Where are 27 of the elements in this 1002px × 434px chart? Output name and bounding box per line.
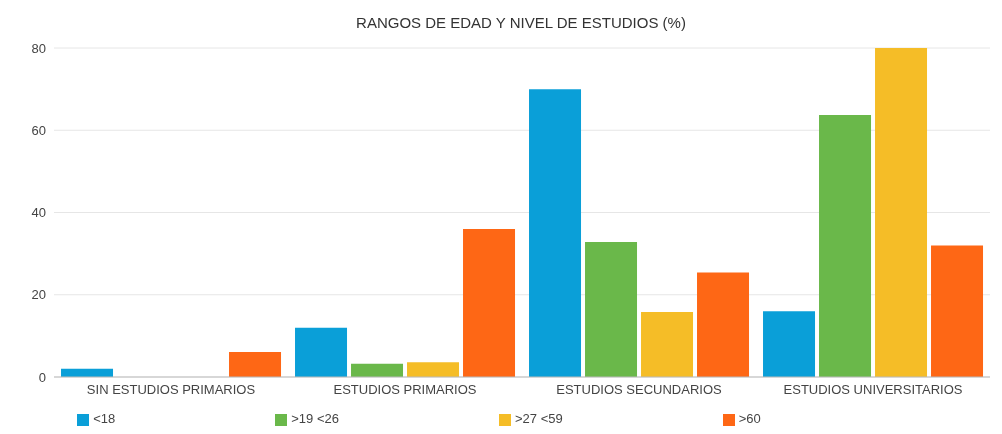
bar [351, 363, 404, 377]
bar [697, 272, 750, 377]
x-tick-label: ESTUDIOS PRIMARIOS [333, 382, 477, 398]
legend-label: >60 [738, 411, 761, 426]
y-tick-label: 60 [31, 122, 46, 138]
y-tick-label: 20 [31, 287, 46, 303]
chart-title: RANGOS DE EDAD Y NIVEL DE ESTUDIOS (%) [355, 13, 687, 33]
bar [407, 362, 460, 377]
bar [763, 311, 816, 377]
bar [295, 327, 348, 377]
x-tick-label: SIN ESTUDIOS PRIMARIOS [86, 382, 256, 398]
x-tick-label: ESTUDIOS UNIVERSITARIOS [783, 382, 963, 398]
legend-label: >19 <26 [291, 411, 339, 426]
bar [875, 48, 928, 377]
y-tick-label: 80 [31, 40, 46, 56]
y-tick-label: 40 [31, 205, 46, 221]
bar [641, 312, 694, 377]
bar [585, 242, 638, 377]
bar [229, 351, 282, 377]
bar [931, 245, 984, 377]
bar [529, 89, 582, 377]
y-tick-label: 0 [38, 369, 46, 385]
bar [819, 115, 872, 377]
bar [463, 228, 516, 377]
legend-label: <18 [93, 411, 116, 426]
legend-label: >27 <59 [515, 411, 563, 426]
x-tick-label: ESTUDIOS SECUNDARIOS [556, 382, 723, 398]
